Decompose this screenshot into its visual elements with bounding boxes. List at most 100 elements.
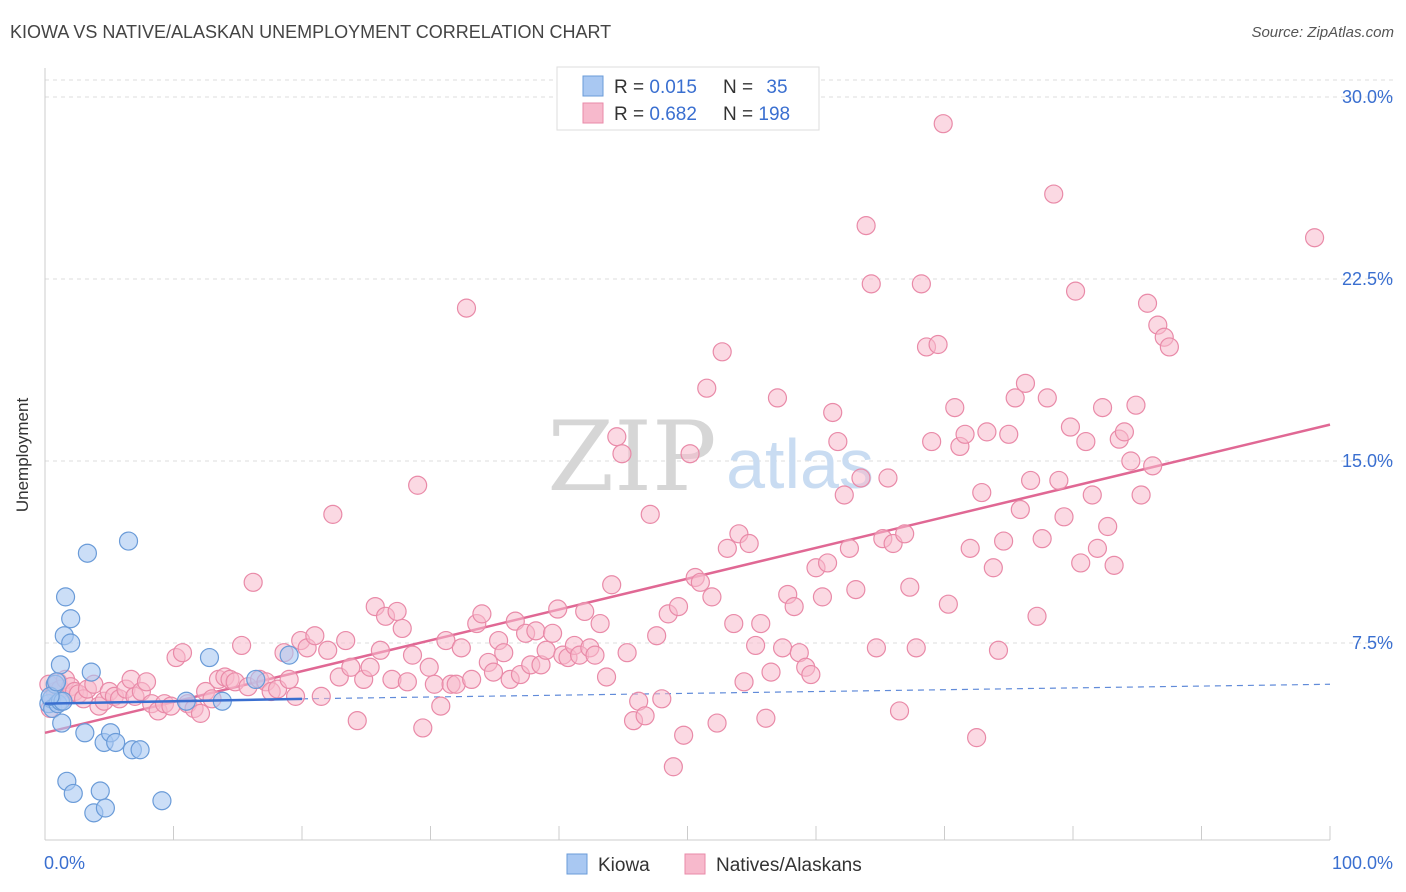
point-natives-alaskans xyxy=(988,640,1009,660)
chart-title: KIOWA VS NATIVE/ALASKAN UNEMPLOYMENT COR… xyxy=(10,22,612,42)
x-tick-label-max: 100.0% xyxy=(1332,853,1393,873)
stat-n-value-native: 198 xyxy=(758,104,790,125)
point-natives-alaskans xyxy=(397,672,417,692)
point-natives-alaskans xyxy=(347,711,367,731)
point-natives-alaskans xyxy=(846,580,866,600)
point-natives-alaskans xyxy=(279,669,299,690)
point-natives-alaskans xyxy=(1098,516,1118,537)
point-natives-alaskans xyxy=(1076,431,1096,452)
point-natives-alaskans xyxy=(1082,485,1102,505)
point-natives-alaskans xyxy=(602,575,622,595)
point-natives-alaskans xyxy=(697,378,717,398)
point-kiowa xyxy=(90,781,110,801)
point-natives-alaskans xyxy=(1114,422,1135,442)
point-natives-alaskans xyxy=(967,728,987,748)
point-natives-alaskans xyxy=(1131,485,1151,505)
point-natives-alaskans xyxy=(1104,555,1124,575)
point-natives-alaskans xyxy=(318,640,338,660)
point-kiowa xyxy=(61,633,81,653)
point-natives-alaskans xyxy=(494,643,514,663)
point-natives-alaskans xyxy=(801,664,821,685)
svg-text:N = 198: N = 198 xyxy=(723,104,790,125)
point-natives-alaskans xyxy=(1032,529,1052,549)
point-natives-alaskans xyxy=(526,621,546,641)
point-kiowa xyxy=(77,543,98,563)
point-natives-alaskans xyxy=(647,626,667,646)
y-tick-labels: 7.5% 15.0% 22.5% 30.0% xyxy=(1342,87,1393,653)
point-natives-alaskans xyxy=(285,686,306,706)
point-kiowa xyxy=(152,791,172,811)
point-natives-alaskans xyxy=(456,298,477,318)
point-natives-alaskans xyxy=(983,558,1003,578)
point-natives-alaskans xyxy=(336,630,356,651)
point-natives-alaskans xyxy=(866,638,886,658)
point-natives-alaskans xyxy=(1015,373,1036,393)
point-natives-alaskans xyxy=(190,703,211,723)
point-natives-alaskans xyxy=(999,424,1019,444)
point-natives-alaskans xyxy=(889,701,910,721)
point-kiowa xyxy=(50,655,71,675)
point-kiowa xyxy=(46,672,67,692)
point-natives-alaskans xyxy=(305,626,325,646)
point-natives-alaskans xyxy=(922,431,942,452)
point-natives-alaskans xyxy=(784,596,804,617)
point-natives-alaskans xyxy=(878,468,898,488)
y-tick-label: 30.0% xyxy=(1342,87,1393,107)
point-kiowa xyxy=(95,798,115,818)
point-natives-alaskans xyxy=(960,538,980,558)
point-kiowa xyxy=(130,740,150,760)
point-natives-alaskans xyxy=(341,657,361,677)
point-natives-alaskans xyxy=(402,645,423,665)
point-natives-alaskans xyxy=(451,638,471,658)
point-natives-alaskans xyxy=(419,657,439,677)
point-natives-alaskans xyxy=(472,604,492,624)
svg-text:R = 0.682: R = 0.682 xyxy=(614,104,697,125)
series-kiowa xyxy=(39,531,303,823)
point-natives-alaskans xyxy=(590,613,610,634)
point-natives-alaskans xyxy=(542,623,563,643)
point-natives-alaskans xyxy=(408,475,428,495)
point-natives-alaskans xyxy=(1020,470,1041,491)
point-natives-alaskans xyxy=(413,718,433,738)
point-natives-alaskans xyxy=(232,635,252,656)
y-tick-label: 22.5% xyxy=(1342,269,1393,289)
svg-text:N = 35: N = 35 xyxy=(723,77,788,98)
stat-n-value-kiowa: 35 xyxy=(766,77,787,98)
legend-native-label: Natives/Alaskans xyxy=(716,855,862,876)
point-natives-alaskans xyxy=(938,594,958,614)
svg-text:R = 0.015: R = 0.015 xyxy=(614,77,697,98)
point-natives-alaskans xyxy=(370,640,390,660)
point-natives-alaskans xyxy=(702,587,722,607)
stat-n-label-native: N = xyxy=(723,104,758,125)
point-natives-alaskans xyxy=(1121,451,1141,471)
point-natives-alaskans xyxy=(674,725,694,745)
gridlines xyxy=(45,79,1393,644)
point-natives-alaskans xyxy=(1027,606,1047,626)
point-natives-alaskans xyxy=(734,672,754,692)
point-kiowa xyxy=(55,587,76,607)
stat-r-label-kiowa: R = xyxy=(614,77,649,98)
point-natives-alaskans xyxy=(972,482,992,503)
point-natives-alaskans xyxy=(1005,388,1025,408)
point-kiowa xyxy=(52,713,72,733)
point-natives-alaskans xyxy=(817,553,838,573)
legend-swatch-native xyxy=(582,102,604,124)
point-natives-alaskans xyxy=(1304,228,1325,248)
legend-swatch-kiowa xyxy=(582,75,604,97)
stats-legend: R = 0.015 N = 35 R = 0.682 N = 198 xyxy=(556,66,820,131)
point-natives-alaskans xyxy=(895,524,915,544)
point-natives-alaskans xyxy=(311,686,331,706)
stat-r-label-native: R = xyxy=(614,104,649,125)
point-natives-alaskans xyxy=(955,424,975,444)
point-natives-alaskans xyxy=(1037,388,1057,408)
point-kiowa xyxy=(81,662,101,682)
point-natives-alaskans xyxy=(617,643,637,663)
point-natives-alaskans xyxy=(462,669,482,690)
point-natives-alaskans xyxy=(1092,398,1113,418)
point-natives-alaskans xyxy=(945,398,965,418)
point-natives-alaskans xyxy=(652,689,672,709)
point-natives-alaskans xyxy=(756,708,776,728)
point-kiowa xyxy=(246,669,266,690)
point-natives-alaskans xyxy=(712,342,732,362)
point-natives-alaskans xyxy=(360,657,380,677)
